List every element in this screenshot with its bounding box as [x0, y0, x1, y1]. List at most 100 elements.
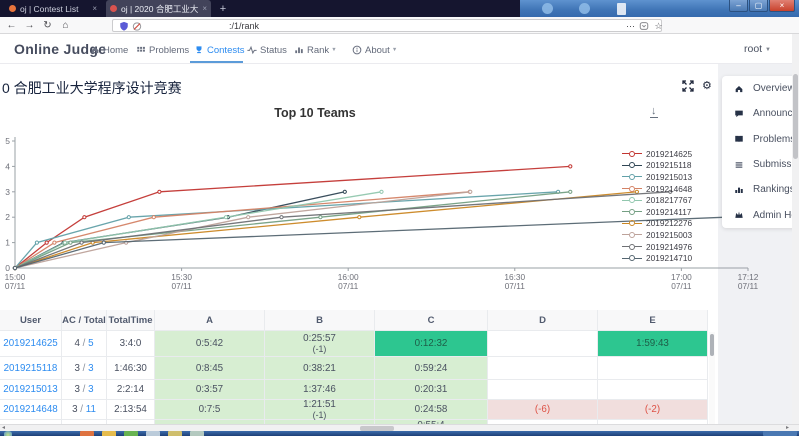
svg-text:07/11: 07/11: [338, 281, 359, 291]
rank-chart: 0 1 2 3 4 5 15:00 07/11 15:30 07/11 16:00 07/11 16:3…: [0, 122, 762, 294]
legend-item[interactable]: 2019214625: [622, 148, 692, 160]
sidebar-item-label: Overview: [753, 83, 795, 95]
bookmark-star-icon[interactable]: ☆: [654, 21, 663, 31]
vertical-scrollbar[interactable]: [792, 34, 799, 424]
legend-item[interactable]: 2019212276: [622, 218, 692, 230]
maximize-button[interactable]: ▢: [749, 0, 768, 12]
site-logo[interactable]: Online Judge: [14, 41, 107, 57]
user-link[interactable]: 2019215118: [0, 357, 62, 380]
horizontal-scrollbar-thumb[interactable]: [360, 426, 394, 431]
problem-cell: [598, 380, 708, 400]
ac-total-cell: 3 / 3: [62, 357, 107, 380]
scroll-right-arrow[interactable]: ▸: [785, 425, 789, 431]
settings-gear-icon[interactable]: ⚙: [702, 80, 712, 92]
legend-item[interactable]: 2019214648: [622, 183, 692, 195]
chart-legend: 2019214625 2019215118 2019215013 2019214648…: [622, 148, 692, 264]
taskbar-folder-icon[interactable]: [102, 431, 116, 436]
column-header: User: [0, 310, 62, 331]
nav-item-label: Home: [103, 44, 129, 56]
tab-close-icon[interactable]: ×: [202, 4, 207, 13]
svg-text:15:00: 15:00: [5, 272, 26, 282]
nav-item-label: Contests: [207, 44, 245, 56]
trophy-icon: [196, 46, 202, 54]
nav-item-label: Rank: [307, 44, 330, 56]
nav-item-home[interactable]: Home: [90, 43, 128, 57]
legend-item[interactable]: 2019214976: [622, 241, 692, 253]
svg-text:07/11: 07/11: [738, 281, 759, 291]
svg-text:07/11: 07/11: [5, 281, 26, 291]
column-header: B: [265, 310, 375, 331]
user-menu[interactable]: root ▼: [744, 43, 771, 55]
problem-cell: 0:8:45: [155, 357, 265, 380]
sidebar-item-label: Submissions: [753, 159, 799, 171]
contest-card: 0 合肥工业大学程序设计竞赛 ⚙ Top 10 Teams ↓ 0 1 2 3 4 5 15…: [0, 64, 759, 436]
system-tray[interactable]: [763, 431, 797, 436]
legend-label: 2019215003: [646, 229, 693, 240]
browser-tab[interactable]: oj | Contest List ×: [5, 0, 101, 17]
fullscreen-icon[interactable]: [682, 80, 694, 92]
start-button[interactable]: [4, 431, 12, 436]
home-button[interactable]: ⌂: [62, 20, 69, 31]
pocket-icon[interactable]: [639, 21, 649, 31]
taskbar-app-icon[interactable]: [190, 431, 204, 436]
taskbar-app-icon[interactable]: [146, 431, 160, 436]
sidebar-item-submissions[interactable]: Submissions: [722, 152, 799, 177]
legend-item[interactable]: 2019214710: [622, 252, 692, 264]
close-button[interactable]: ×: [769, 0, 795, 12]
column-header: TotalTime: [107, 310, 155, 331]
nav-item-rank[interactable]: Rank ▼: [294, 43, 337, 57]
chevron-down-icon: ▼: [331, 47, 337, 53]
taskbar-firefox-icon[interactable]: [80, 431, 94, 436]
legend-item[interactable]: 2019215118: [622, 160, 692, 172]
nav-item-problems[interactable]: Problems: [136, 43, 189, 57]
contest-sidebar: Overview Announcement Problems Submissions R…: [722, 76, 799, 228]
scroll-left-arrow[interactable]: ◂: [2, 425, 6, 431]
back-button[interactable]: ←: [6, 20, 17, 31]
legend-item[interactable]: 2019214117: [622, 206, 692, 218]
problem-cell: 0:59:24: [375, 357, 488, 380]
sidebar-item-admin-helper[interactable]: Admin Helper: [722, 202, 799, 227]
url-bar[interactable]: :/1/rank ⋯ ☆: [112, 19, 663, 32]
sidebar-item-label: Admin Helper: [753, 209, 799, 221]
sidebar-item-announcement[interactable]: Announcement: [722, 101, 799, 126]
legend-label: 2019214648: [646, 183, 693, 194]
column-header: A: [155, 310, 265, 331]
sidebar-item-problems[interactable]: Problems: [722, 127, 799, 152]
user-link[interactable]: 2019214625: [0, 331, 62, 357]
column-header: C: [375, 310, 488, 331]
taskbar-app-icon[interactable]: [124, 431, 138, 436]
crown-icon: [735, 211, 743, 218]
horizontal-scrollbar[interactable]: ◂ ▸: [0, 424, 799, 432]
taskbar-app-icon[interactable]: [168, 431, 182, 436]
reload-button[interactable]: ↻: [43, 20, 52, 31]
table-scrollbar[interactable]: [709, 332, 715, 436]
legend-item[interactable]: 2019215013: [622, 171, 692, 183]
windows-taskbar[interactable]: [0, 431, 799, 436]
nav-item-contests[interactable]: Contests: [194, 43, 245, 57]
more-icon[interactable]: ⋯: [626, 21, 635, 31]
ac-total-cell: 4 / 5: [62, 331, 107, 357]
legend-label: 2019214625: [646, 148, 693, 159]
minimize-button[interactable]: –: [729, 0, 748, 12]
tab-close-icon[interactable]: ×: [92, 4, 97, 13]
vertical-scrollbar-thumb[interactable]: [793, 74, 798, 159]
nav-item-about[interactable]: About ▼: [352, 43, 397, 57]
user-link[interactable]: 2019214648: [0, 400, 62, 420]
svg-text:1: 1: [5, 238, 10, 248]
browser-tab[interactable]: oj | 2020 合肥工业大学程×: [106, 0, 211, 17]
sidebar-item-overview[interactable]: Overview: [722, 76, 799, 101]
url-text[interactable]: :/1/rank: [229, 21, 260, 31]
download-chart-icon[interactable]: ↓: [650, 105, 658, 118]
svg-text:07/11: 07/11: [172, 281, 193, 291]
shield-icon[interactable]: [119, 21, 129, 32]
user-link[interactable]: 2019215013: [0, 380, 62, 400]
nav-item-status[interactable]: Status: [247, 43, 287, 57]
forward-button[interactable]: →: [24, 20, 35, 31]
legend-item[interactable]: 2019215003: [622, 229, 692, 241]
new-tab-button[interactable]: +: [219, 3, 227, 15]
permission-blocked-icon[interactable]: [132, 21, 142, 32]
sidebar-item-rankings[interactable]: Rankings: [722, 177, 799, 202]
problem-cell: [598, 357, 708, 380]
legend-item[interactable]: 2018217767: [622, 194, 692, 206]
svg-text:17:12: 17:12: [738, 272, 759, 282]
